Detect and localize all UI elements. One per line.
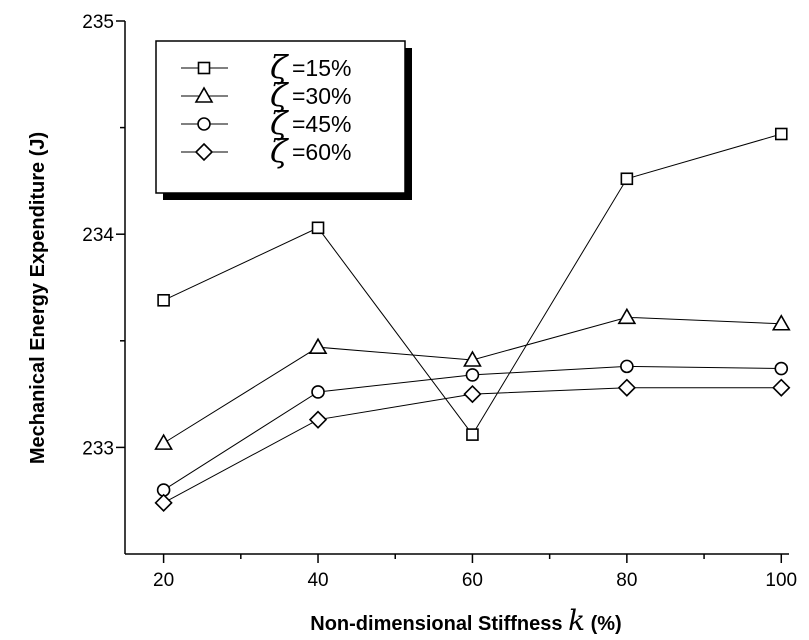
series-circle xyxy=(156,359,789,497)
data-point-square-100 xyxy=(774,127,788,141)
legend-entry-1: ζ =30% xyxy=(181,76,351,114)
data-point-diamond-20 xyxy=(154,493,173,512)
legend-entry-3: ζ =60% xyxy=(181,132,351,170)
x-tick-label-4: 100 xyxy=(765,570,797,591)
legend-label-2: =45% xyxy=(292,111,351,137)
series-line-diamond xyxy=(163,387,782,504)
legend-box xyxy=(155,40,406,194)
data-point-triangle-40 xyxy=(308,337,328,354)
legend-marker-circle xyxy=(197,117,211,131)
series-triangle xyxy=(154,307,791,450)
series-square xyxy=(157,127,788,441)
data-point-triangle-60 xyxy=(463,350,482,367)
x-tick-label-3: 80 xyxy=(616,570,637,591)
series-diamond xyxy=(154,378,791,512)
legend-marker-triangle xyxy=(194,86,214,103)
legend-symbol-2: ζ xyxy=(270,104,289,142)
legend-label-1: =30% xyxy=(292,83,351,109)
x-tick-label-2: 60 xyxy=(462,570,483,591)
data-point-triangle-80 xyxy=(617,307,637,325)
x-axis-title-suffix: (%) xyxy=(585,613,622,635)
legend-marker-square xyxy=(197,61,211,75)
series-layer xyxy=(154,127,791,512)
x-axis-title: Non-dimensional Stiffness k (%) xyxy=(310,604,621,637)
data-point-diamond-80 xyxy=(617,378,636,397)
x-axis-title-prefix: Non-dimensional Stiffness xyxy=(310,613,568,635)
data-point-diamond-60 xyxy=(463,384,482,404)
x-tick-label-0: 20 xyxy=(153,570,174,591)
data-point-circle-80 xyxy=(620,359,634,374)
data-point-diamond-100 xyxy=(772,378,791,397)
data-point-circle-40 xyxy=(311,385,325,399)
data-point-square-80 xyxy=(620,172,634,186)
legend-entry-2: ζ =45% xyxy=(181,104,351,142)
data-point-diamond-40 xyxy=(308,410,328,429)
axes: 20 40 60 80 100 233 234 235 xyxy=(82,12,797,591)
data-point-triangle-100 xyxy=(771,314,791,331)
x-axis-title-variable: k xyxy=(568,604,585,637)
legend-entry-0: ζ =15% xyxy=(181,48,351,86)
legend-marker-diamond xyxy=(194,142,214,162)
data-point-square-60 xyxy=(466,428,479,441)
data-point-circle-100 xyxy=(774,361,789,376)
y-tick-label-0: 233 xyxy=(82,438,114,459)
legend-symbol-1: ζ xyxy=(270,76,289,114)
legend-label-3: =60% xyxy=(292,139,351,165)
y-tick-label-1: 234 xyxy=(82,225,114,246)
series-line-circle xyxy=(163,365,782,491)
data-point-circle-60 xyxy=(465,368,480,382)
legend: ζ =15%ζ =30%ζ =45%ζ =60% xyxy=(155,40,412,200)
legend-label-0: =15% xyxy=(292,55,351,81)
data-point-triangle-20 xyxy=(154,433,173,450)
legend-symbol-3: ζ xyxy=(270,132,289,170)
y-tick-label-2: 235 xyxy=(82,12,114,33)
legend-symbol-0: ζ xyxy=(270,48,289,86)
data-point-square-20 xyxy=(157,293,170,307)
data-point-square-40 xyxy=(311,221,325,235)
y-axis-title: Mechanical Energy Expenditure (J) xyxy=(27,132,49,464)
x-tick-label-1: 40 xyxy=(307,570,328,591)
